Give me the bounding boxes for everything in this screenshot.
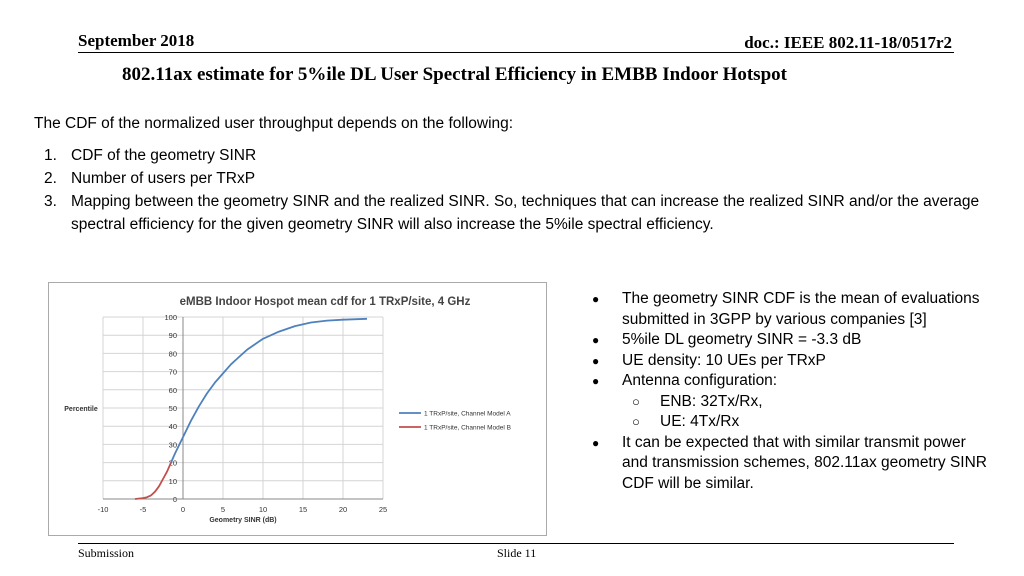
bullet-text: It can be expected that with similar tra…	[622, 433, 987, 492]
bullet-text: The geometry SINR CDF is the mean of eva…	[622, 290, 980, 328]
x-tick-label: 5	[221, 505, 225, 514]
x-tick-label: 0	[181, 505, 185, 514]
footer-submission: Submission	[78, 546, 135, 560]
header-date: September 2018	[78, 31, 195, 50]
factor-number: 3.	[44, 193, 57, 210]
intro-text: The CDF of the normalized user throughpu…	[34, 115, 514, 132]
bullet-dot-icon: ●	[592, 353, 600, 368]
sub-bullet-text: UE: 4Tx/Rx	[660, 413, 740, 430]
footer-divider	[78, 543, 954, 544]
series-line-model-a	[170, 317, 368, 463]
bullet-dot-icon: ●	[592, 292, 600, 306]
factor-list: 1. CDF of the geometry SINR 2. Number of u…	[44, 144, 1014, 236]
y-tick-label: 50	[169, 404, 177, 413]
y-tick-label: 60	[169, 386, 177, 395]
bullet-text: 5%ile DL geometry SINR = -3.3 dB	[622, 331, 862, 348]
factor-text: Number of users per TRxP	[71, 170, 256, 187]
y-tick-label: 40	[169, 422, 177, 431]
bullet-item: ● Antenna configuration:	[592, 371, 992, 392]
legend-label: 1 TRxP/site, Channel Model A	[424, 411, 511, 418]
x-tick-label: 20	[339, 505, 347, 514]
factor-text: CDF of the geometry SINR	[71, 147, 257, 164]
bullet-text: Antenna configuration:	[622, 372, 778, 389]
series-line-model-b	[134, 462, 172, 500]
chart-title: eMBB Indoor Hospot mean cdf for 1 TRxP/s…	[180, 296, 471, 308]
summary-bullets: ● The geometry SINR CDF is the mean of ev…	[592, 289, 992, 494]
y-tick-label: 20	[169, 459, 177, 468]
y-tick-label: 100	[164, 313, 177, 322]
sub-bullet-text: ENB: 32Tx/Rx,	[660, 392, 763, 410]
legend-label: 1 TRxP/site, Channel Model B	[424, 425, 511, 432]
sub-bullet-ring-icon: ○	[632, 393, 640, 409]
y-tick-label: 30	[169, 440, 177, 449]
factor-item: 2. Number of users per TRxP	[44, 167, 1014, 190]
x-tick-label: 10	[259, 505, 267, 514]
chart-x-label: Geometry SINR (dB)	[209, 517, 276, 524]
bullet-dot-icon: ●	[592, 333, 600, 347]
x-tick-label: -10	[98, 505, 109, 514]
bullet-item: ● 5%ile DL geometry SINR = -3.3 dB	[592, 330, 992, 351]
y-tick-label: 10	[169, 477, 177, 486]
factor-text: Mapping between the geometry SINR and th…	[71, 193, 980, 233]
bullet-item: ● UE density: 10 UEs per TRxP	[592, 351, 992, 372]
cdf-chart-svg: eMBB Indoor Hospot mean cdf for 1 TRxP/s…	[64, 296, 511, 524]
y-tick-label: 70	[169, 368, 177, 377]
y-tick-label: 80	[169, 349, 177, 358]
bullet-dot-icon: ●	[592, 435, 600, 450]
cdf-chart: eMBB Indoor Hospot mean cdf for 1 TRxP/s…	[48, 282, 547, 536]
factor-item: 1. CDF of the geometry SINR	[44, 144, 1014, 167]
footer-slide-number: Slide 11	[497, 546, 537, 560]
bullet-item: ● It can be expected that with similar tr…	[592, 433, 992, 495]
bullet-dot-icon: ●	[592, 374, 600, 388]
bullet-item: ● The geometry SINR CDF is the mean of ev…	[592, 289, 992, 330]
header-doc-id: doc.: IEEE 802.11-18/0517r2	[744, 33, 952, 52]
chart-y-label: Percentile	[64, 406, 98, 413]
factor-number: 2.	[44, 170, 57, 187]
slide-title: 802.11ax estimate for 5%ile DL User Spec…	[122, 64, 787, 85]
sub-bullet-item: ○ UE: 4Tx/Rx	[592, 412, 992, 433]
factor-item: 3. Mapping between the geometry SINR and …	[44, 190, 1014, 236]
x-tick-label: 25	[379, 505, 387, 514]
factor-number: 1.	[44, 147, 57, 164]
sub-bullet-ring-icon: ○	[632, 414, 640, 429]
y-tick-label: 90	[169, 331, 177, 340]
sub-bullet-item: ○ ENB: 32Tx/Rx,	[592, 392, 992, 413]
header-divider	[78, 52, 954, 53]
x-tick-label: 15	[299, 505, 307, 514]
bullet-text: UE density: 10 UEs per TRxP	[622, 351, 826, 369]
x-tick-label: -5	[140, 505, 147, 514]
